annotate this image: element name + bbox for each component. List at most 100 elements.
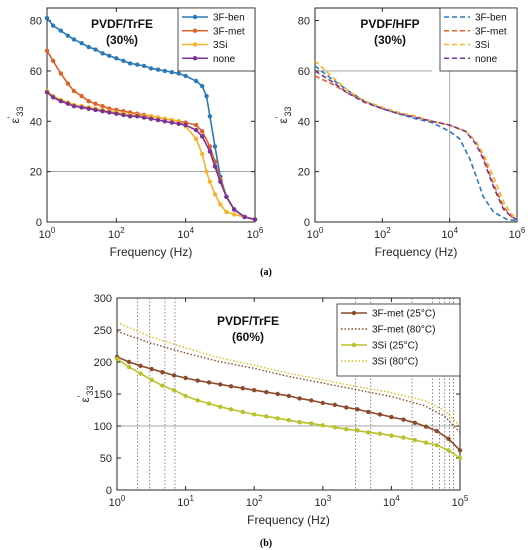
data-point-3si-25-c- [138,371,143,376]
legend-marker [351,342,357,348]
data-point-3si-25-c- [228,407,234,412]
x-tick-label: 106 [247,226,264,241]
data-point-3f-ben [193,78,199,84]
series-line-3si-80-c- [116,321,461,427]
legend-label: 3Si (80°C) [372,357,418,368]
y-tick-label: 60 [30,66,42,78]
data-point-none [86,106,91,111]
legend-marker [351,310,357,316]
data-point-3f-met [65,81,71,86]
data-point-none [212,164,218,169]
data-point-3f-met-25-c- [264,389,269,395]
data-point-3f-met [58,71,63,76]
y-axis-label: ε'33 [6,106,25,123]
y-tick-label: 80 [30,16,42,28]
legend-marker [192,42,198,47]
data-point-3si-25-c- [355,428,360,433]
data-point-none [183,122,188,128]
legend-label: 3F-ben [213,13,245,24]
series-line-none [314,70,518,221]
data-point-none [135,114,140,119]
y-tick-label: 100 [94,421,112,433]
legend-label: none [213,54,236,65]
chart-title: (60%) [232,330,264,344]
data-point-3f-ben [141,63,147,69]
data-point-3si-25-c- [412,437,418,443]
data-point-3f-met-25-c- [446,436,451,441]
data-point-3f-met [100,103,105,109]
data-point-3f-ben [50,23,56,28]
series-line-3f-met [314,75,518,221]
data-point-3si [200,151,205,157]
data-point-3f-met-25-c- [126,359,132,365]
data-point-3f-ben [100,51,105,56]
y-tick-label: 40 [298,116,310,128]
data-point-3f-met-25-c- [457,448,463,453]
data-point-none [148,116,154,121]
legend-box [439,7,518,72]
data-point-3si [193,136,199,142]
data-point-3si [207,179,213,184]
data-point-3f-met-25-c- [138,363,143,369]
x-tick-label: 103 [314,494,331,509]
x-axis-label: Frequency (Hz) [110,245,193,259]
data-point-none [121,112,126,118]
data-point-3f-met [50,58,56,64]
data-point-3si-25-c- [126,364,132,370]
data-point-none [193,127,199,133]
data-point-3si-25-c- [206,401,212,406]
chart-title: (30%) [374,33,406,47]
data-point-3f-ben [200,83,205,89]
data-point-none [58,98,63,104]
data-point-none [162,119,167,124]
y-tick-label: 150 [94,389,112,401]
y-tick-label: 0 [36,217,42,229]
data-point-3f-met-25-c- [320,400,325,406]
data-point-3f-ben [79,41,84,46]
data-point-none [176,121,181,127]
data-point-3f-ben [93,47,98,52]
x-tick-label: 100 [307,226,324,241]
data-point-none [224,194,229,200]
y-tick-label: 40 [30,116,42,128]
data-point-3f-met-25-c- [149,366,154,372]
data-point-3f-met [200,129,205,134]
data-point-3f-met-25-c- [309,398,314,403]
data-point-3f-met-25-c- [195,378,200,383]
legend-label: none [475,54,498,65]
y-tick-label: 250 [94,325,112,337]
data-point-3f-met-25-c- [218,382,223,387]
legend-box [177,7,256,72]
data-point-3si-25-c- [457,455,463,461]
panel-a2: 0 20 40 60 80 100 102 104 106 Frequency (Hz) ε'33 P… [274,7,526,259]
data-point-none [218,179,223,184]
data-point-3f-met-25-c- [297,396,302,401]
data-point-3f-ben [127,61,133,66]
data-point-3f-met [193,122,199,128]
x-tick-label: 105 [452,494,469,509]
legend-marker [192,28,198,33]
legend-label: 3Si [213,40,227,51]
y-tick-label: 0 [106,485,112,497]
legend-label: 3F-met [475,26,507,37]
caption-b: (b) [260,538,272,549]
data-point-3si [204,169,209,174]
data-point-3f-ben [107,53,112,59]
legend-marker [192,14,198,20]
data-point-3si-25-c- [218,404,223,409]
x-tick-label: 104 [177,226,194,241]
y-tick-label: 20 [30,167,42,179]
y-axis-label: ε'33 [76,385,95,402]
data-point-3f-met [44,48,50,53]
data-point-none [100,109,105,114]
data-point-none [127,114,133,119]
y-axis-label: ε'33 [274,106,293,123]
caption-a: (a) [260,267,272,278]
data-point-3f-ben [135,62,140,67]
chart-title: PVDF/TrFE [217,314,279,328]
data-point-3f-met-25-c- [366,409,371,415]
data-point-3f-ben [58,28,63,33]
y-tick-label: 200 [94,357,112,369]
data-point-none [107,110,112,115]
